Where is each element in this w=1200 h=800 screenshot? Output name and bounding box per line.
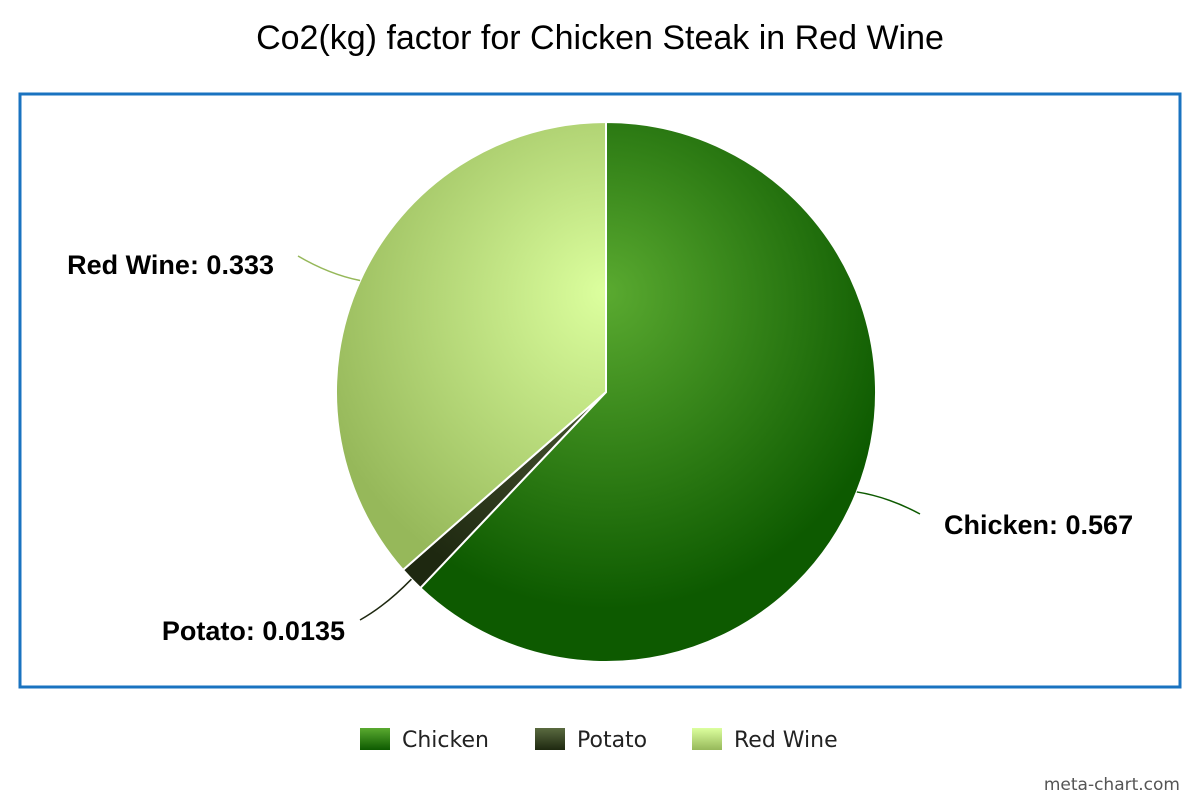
legend-label-red-wine[interactable]: Red Wine xyxy=(734,728,838,753)
slice-label-chicken: Chicken: 0.567 xyxy=(944,510,1133,540)
legend-label-chicken[interactable]: Chicken xyxy=(402,728,489,753)
leader-line-red-wine xyxy=(297,255,361,282)
leader-line-chicken xyxy=(856,491,921,515)
legend-swatch-red-wine[interactable] xyxy=(692,728,722,750)
slice-label-potato: Potato: 0.0135 xyxy=(162,616,345,646)
legend: Chicken Potato Red Wine xyxy=(360,728,838,753)
legend-swatch-potato[interactable] xyxy=(535,728,565,750)
legend-swatch-chicken[interactable] xyxy=(360,728,390,750)
pie-slice-chicken[interactable] xyxy=(418,120,877,663)
legend-label-potato[interactable]: Potato xyxy=(577,728,647,753)
slice-labels-layer: Chicken: 0.567 Potato: 0.0135 Red Wine: 0.… xyxy=(67,250,1133,646)
chart-title: Co2(kg) factor for Chicken Steak in Red … xyxy=(256,19,944,57)
credit-text: meta-chart.com xyxy=(1044,775,1180,795)
leader-lines-layer xyxy=(297,255,921,621)
plot-frame xyxy=(18,92,1182,689)
slices-layer xyxy=(335,120,877,663)
slice-label-red-wine: Red Wine: 0.333 xyxy=(67,250,274,280)
leader-line-potato xyxy=(359,578,412,621)
pie-slice-red-wine[interactable] xyxy=(335,120,607,572)
